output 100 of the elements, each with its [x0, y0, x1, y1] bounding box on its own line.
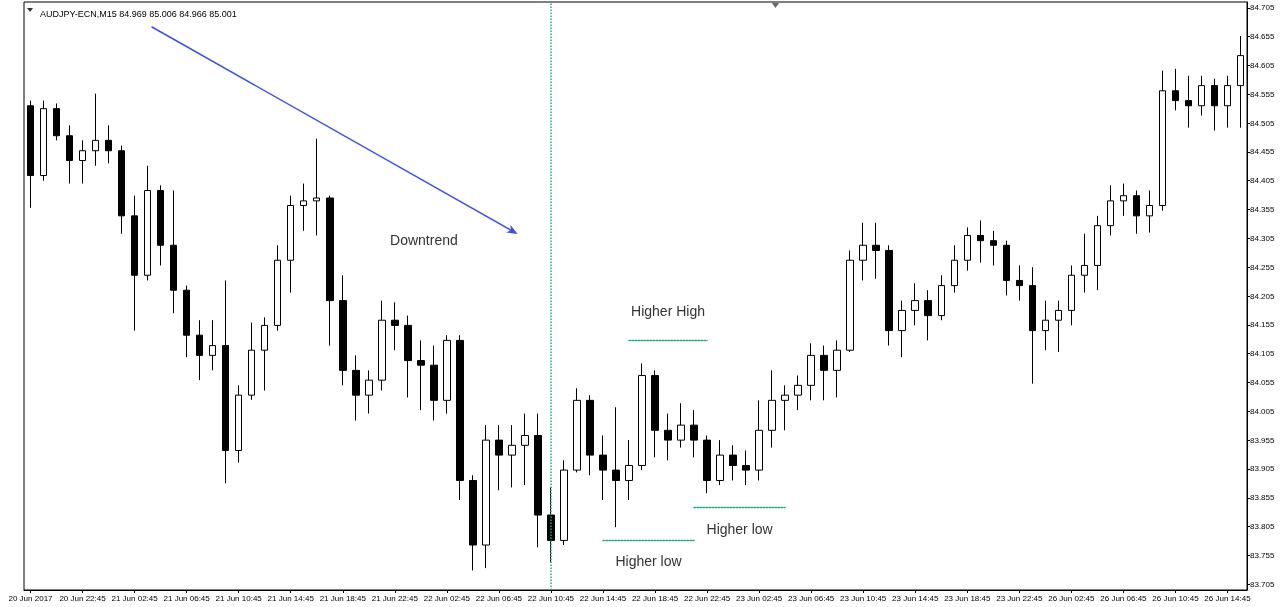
x-tick-label: 21 Jun 10:45 [215, 593, 263, 603]
candlestick [1107, 184, 1114, 236]
candlestick [430, 345, 438, 422]
candlestick [326, 195, 334, 347]
x-tick-label: 23 Jun 06:45 [788, 593, 835, 603]
candlestick [1198, 75, 1205, 117]
y-tick-label: 84.005 [1250, 406, 1276, 416]
candlestick [964, 226, 971, 272]
candlestick [1159, 70, 1166, 212]
x-tick-label: 26 Jun 14:45 [1204, 593, 1252, 603]
candlestick [404, 315, 412, 398]
y-tick-label: 84.105 [1250, 349, 1276, 359]
x-tick-label: 21 Jun 02:45 [111, 593, 159, 603]
candlestick [638, 362, 646, 471]
candlestick [456, 334, 464, 501]
x-tick-label: 22 Jun 22:45 [683, 593, 731, 603]
x-tick-label: 21 Jun 06:45 [163, 593, 211, 603]
y-tick-label: 83.805 [1250, 522, 1276, 532]
candlestick [53, 102, 60, 141]
candlestick [1003, 240, 1010, 296]
candlestick [170, 190, 177, 314]
candlestick [508, 424, 516, 488]
candlestick [716, 439, 724, 486]
series-label: Higher low [706, 520, 774, 537]
candlestick [625, 439, 633, 501]
candlestick [313, 138, 320, 236]
candlestick [248, 322, 255, 401]
x-tick-label: 22 Jun 02:45 [423, 593, 471, 603]
candlestick [300, 183, 307, 232]
candlestick [131, 195, 138, 332]
candlestick [183, 285, 190, 358]
candlestick [1042, 300, 1049, 351]
candlestick [157, 184, 164, 266]
y-tick-label: 84.555 [1250, 89, 1276, 99]
y-tick-label: 83.905 [1250, 464, 1276, 474]
candlestick [560, 459, 568, 546]
candlestick [833, 339, 841, 398]
y-tick-label: 84.155 [1250, 320, 1276, 330]
x-tick-label: 22 Jun 10:45 [527, 593, 575, 603]
x-tick-label: 26 Jun 10:45 [1152, 593, 1200, 603]
candlestick [573, 387, 581, 473]
candlestick [482, 424, 490, 569]
candlestick [469, 474, 477, 571]
candlestick [1185, 75, 1192, 129]
y-tick-label: 84.505 [1250, 118, 1276, 128]
candlestick [742, 449, 750, 486]
candlestick [339, 274, 347, 386]
candlestick [66, 124, 73, 185]
candlestick [144, 165, 151, 281]
y-tick-label: 83.955 [1250, 435, 1276, 445]
candlestick [586, 394, 594, 476]
candlestick [105, 124, 112, 164]
x-tick-label: 26 Jun 02:45 [1048, 593, 1096, 603]
candlestick [1133, 190, 1140, 235]
candlestick [209, 319, 216, 371]
candlestick [1120, 183, 1127, 217]
candlestick [846, 249, 854, 353]
y-tick-label: 84.255 [1250, 262, 1276, 272]
x-tick-label: 23 Jun 14:45 [892, 593, 939, 603]
candlestick [755, 399, 763, 481]
candlestick [690, 409, 698, 458]
series-label: Higher High [631, 303, 705, 320]
candlestick [261, 316, 268, 392]
y-tick-label: 83.705 [1250, 579, 1276, 589]
candlestick [417, 339, 425, 411]
candlestick [365, 369, 373, 415]
candlestick [79, 139, 86, 185]
candlestick [274, 244, 281, 332]
candlestick [352, 354, 360, 422]
candlestick [521, 413, 529, 486]
candlestick [977, 219, 984, 264]
candlestick [1172, 68, 1179, 111]
candlestick [196, 319, 203, 381]
candlestick [911, 282, 919, 326]
x-tick-label: 21 Jun 18:45 [319, 593, 367, 603]
candlestick [391, 301, 399, 351]
candlestick [40, 100, 47, 182]
series-label: Higher low [615, 553, 683, 570]
candlestick [612, 406, 620, 528]
candlestick [729, 444, 737, 481]
x-tick-label: 21 Jun 22:45 [371, 593, 419, 603]
x-tick-label: 22 Jun 06:45 [475, 593, 523, 603]
candlestick [703, 435, 711, 494]
candlestick [378, 300, 386, 392]
candlestick [938, 274, 945, 321]
candlestick [1016, 264, 1023, 302]
candlestick [547, 486, 555, 563]
candlestick [1211, 78, 1218, 132]
x-tick-label: 22 Jun 18:45 [631, 593, 679, 603]
candlestick [599, 435, 607, 501]
candlestick [1146, 190, 1153, 234]
candlestick [990, 230, 997, 266]
candlestick [898, 300, 906, 358]
y-tick-label: 84.455 [1250, 147, 1276, 157]
candlestick [118, 145, 125, 235]
candlestick [651, 369, 659, 458]
x-tick-label: 23 Jun 02:45 [735, 593, 783, 603]
candlestick [677, 402, 685, 449]
candlestick [1094, 215, 1101, 291]
candlestick [951, 244, 958, 294]
